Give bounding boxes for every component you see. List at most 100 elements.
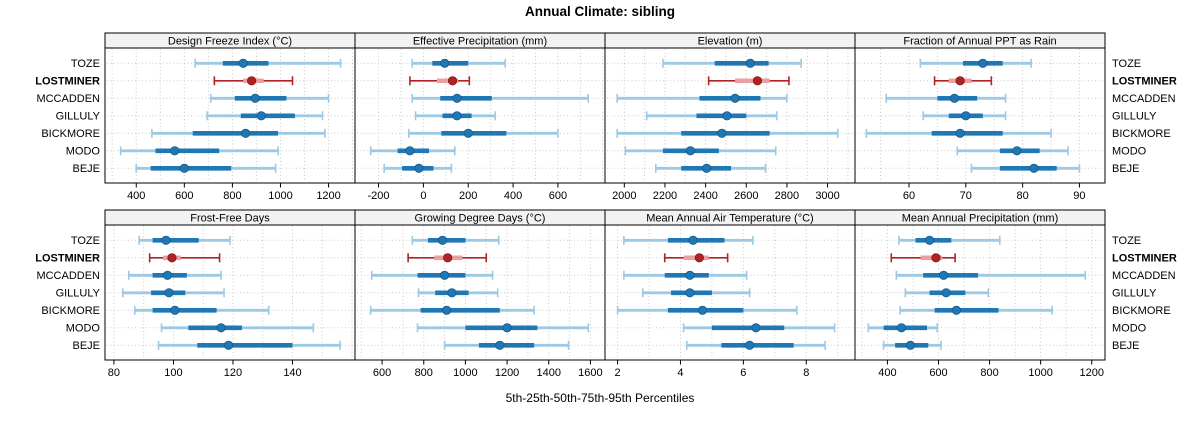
median-point xyxy=(730,93,740,103)
tick-label: 2200 xyxy=(653,190,677,202)
percentile-bar-lostminer xyxy=(409,76,471,86)
percentile-bar-toze xyxy=(662,58,802,68)
median-point xyxy=(924,235,935,245)
chart-title: Annual Climate: sibling xyxy=(524,4,675,19)
median-point xyxy=(452,111,462,121)
tick-label: 70 xyxy=(960,190,972,202)
percentile-bar-mccadden xyxy=(411,93,589,103)
median-point xyxy=(688,235,698,245)
panel-growing-degree-days-c: Growing Degree Days (°C) 600 800 1000 1200 14… xyxy=(354,209,606,379)
tick-label: 1600 xyxy=(578,367,602,379)
median-point xyxy=(223,340,234,350)
panel-fraction-of-annual-ppt-as-rain: Fraction of Annual PPT as Rain 60 70 80 90 xyxy=(854,32,1106,202)
site-label-right: TOZE xyxy=(1112,58,1141,70)
median-point xyxy=(685,288,695,298)
median-point xyxy=(951,305,961,315)
percentile-bar-mccadden xyxy=(370,270,494,280)
percentile-bar-beje xyxy=(443,340,570,350)
median-point xyxy=(961,111,971,121)
percentile-bar-gilluly xyxy=(417,288,499,298)
median-point xyxy=(722,111,732,121)
panel-design-freeze-index-c: Design Freeze Index (°C) 400 600 800 1000 120… xyxy=(104,32,356,202)
tick-label: 400 xyxy=(127,190,145,202)
percentile-bar-lostminer xyxy=(663,253,729,263)
percentile-bar-beje xyxy=(882,340,942,350)
median-point xyxy=(414,163,424,173)
site-label-left: MODO xyxy=(66,146,101,158)
tick-label: 800 xyxy=(415,367,433,379)
percentile-bar-modo xyxy=(867,323,939,333)
site-label-right: BEJE xyxy=(1112,340,1140,352)
percentile-bar-beje xyxy=(383,163,453,173)
tick-label: 80 xyxy=(108,367,120,379)
tick-label: 90 xyxy=(1073,190,1085,202)
site-label-left: BEJE xyxy=(72,340,100,352)
median-point xyxy=(452,93,462,103)
median-point xyxy=(439,270,450,280)
percentile-bar-gilluly xyxy=(922,111,1007,121)
tick-label: 2600 xyxy=(734,190,758,202)
median-point xyxy=(162,270,173,280)
percentile-bar-beje xyxy=(970,163,1081,173)
percentile-bar-bickmore xyxy=(899,305,1053,315)
median-point xyxy=(179,163,189,173)
median-point xyxy=(745,58,755,68)
percentile-bar-toze xyxy=(411,58,507,68)
panel-border xyxy=(854,47,1106,184)
site-label-right: MODO xyxy=(1112,323,1147,335)
median-point xyxy=(495,340,505,350)
median-point xyxy=(247,76,257,86)
percentile-bar-bickmore xyxy=(616,305,798,315)
site-label-right: LOSTMINER xyxy=(1112,253,1177,265)
percentile-bar-beje xyxy=(157,340,341,350)
median-point xyxy=(905,340,916,350)
percentile-bar-beje xyxy=(135,163,277,173)
median-point xyxy=(447,288,457,298)
percentile-bar-toze xyxy=(919,58,1032,68)
percentile-bar-bickmore xyxy=(151,128,326,138)
median-point xyxy=(164,288,174,298)
site-label-left: MODO xyxy=(66,323,101,335)
percentile-bar-bickmore xyxy=(616,128,839,138)
median-point xyxy=(1012,146,1022,156)
panel-title: Mean Annual Air Temperature (°C) xyxy=(646,213,813,225)
panel-title: Effective Precipitation (mm) xyxy=(413,36,547,48)
tick-label: 200 xyxy=(459,190,477,202)
median-point xyxy=(978,58,988,68)
percentile-bar-lostminer xyxy=(148,253,221,263)
site-label-left: GILLULY xyxy=(56,288,101,300)
tick-label: 0 xyxy=(420,190,426,202)
percentile-bar-modo xyxy=(624,146,777,156)
panel-frost-free-days: Frost-Free Days 80 100 120 140 xyxy=(104,209,356,379)
median-point xyxy=(949,93,960,103)
percentile-bar-gilluly xyxy=(206,111,324,121)
percentile-bar-mccadden xyxy=(885,93,1007,103)
median-point xyxy=(250,93,260,103)
site-label-left: TOZE xyxy=(71,235,100,247)
panel-title: Mean Annual Precipitation (mm) xyxy=(902,213,1059,225)
percentile-bar-beje xyxy=(685,340,826,350)
tick-label: 2400 xyxy=(693,190,717,202)
percentile-bar-toze xyxy=(194,58,342,68)
percentile-bar-modo xyxy=(682,323,836,333)
median-point xyxy=(931,253,941,263)
tick-label: 1400 xyxy=(537,367,561,379)
median-point xyxy=(694,253,704,263)
median-point xyxy=(939,270,949,280)
percentile-bar-lostminer xyxy=(213,76,294,86)
median-point xyxy=(170,305,180,315)
site-label-left: BICKMORE xyxy=(41,128,100,140)
panel-elevation-m: Elevation (m) 2000 2200 2400 2600 2800 3000 xyxy=(604,32,856,202)
tick-label: 80 xyxy=(1016,190,1028,202)
percentile-bar-modo xyxy=(369,146,456,156)
site-label-right: GILLULY xyxy=(1112,111,1157,123)
median-point xyxy=(161,235,171,245)
x-axis-caption: 5th-25th-50th-75th-95th Percentiles xyxy=(505,391,695,405)
median-point xyxy=(437,235,448,245)
tick-label: 600 xyxy=(929,367,947,379)
median-point xyxy=(502,323,512,333)
panel-border xyxy=(854,224,1106,361)
percentile-bar-mccadden xyxy=(128,270,222,280)
tick-label: 800 xyxy=(980,367,998,379)
